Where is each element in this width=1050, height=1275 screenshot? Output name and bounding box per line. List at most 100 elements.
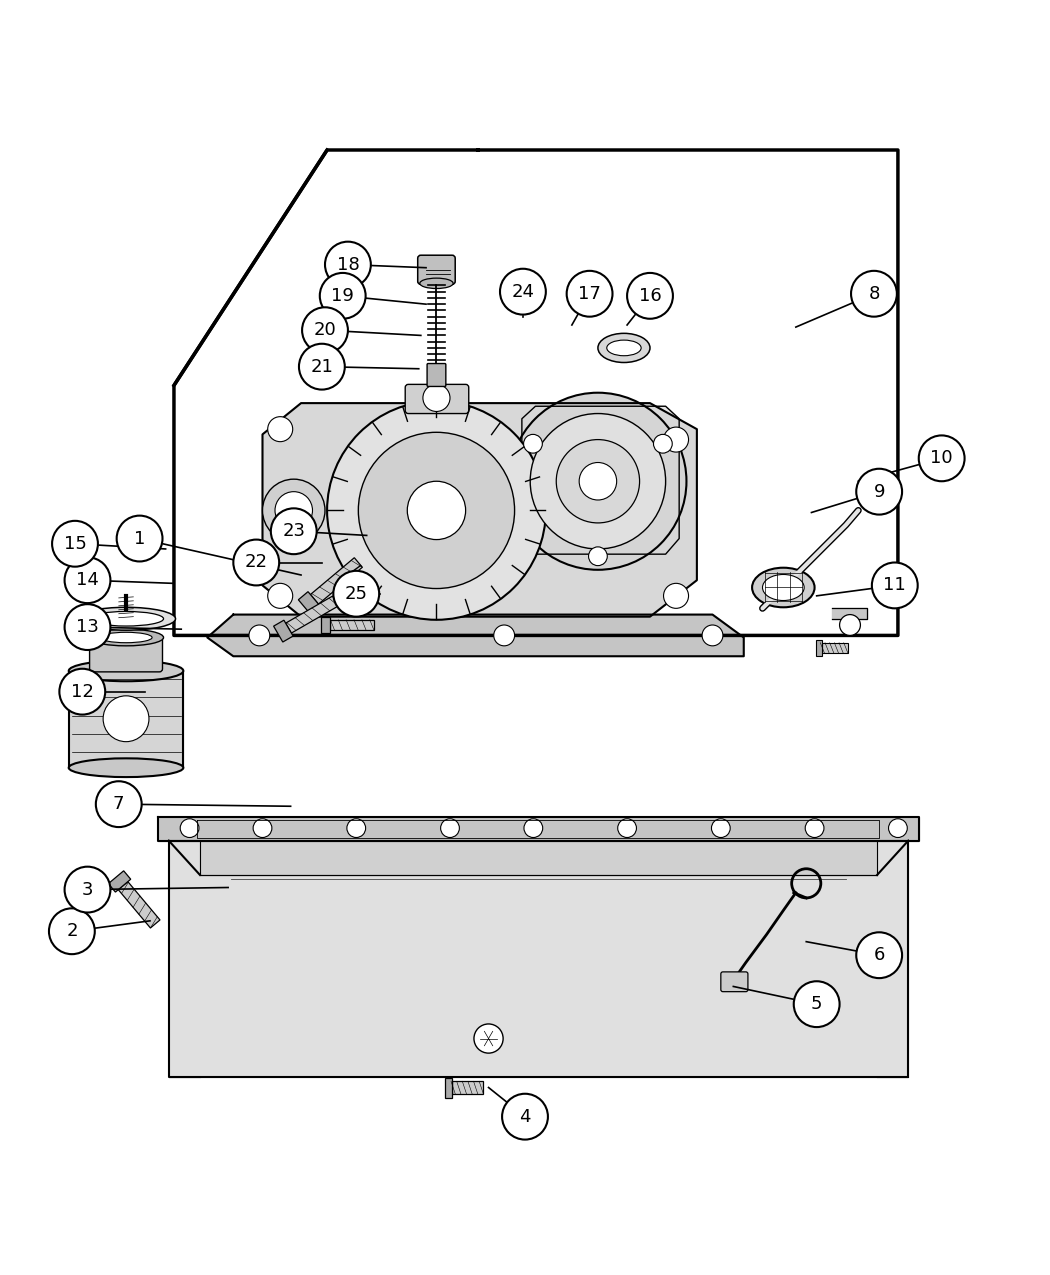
Ellipse shape [68, 660, 184, 681]
Circle shape [888, 819, 907, 838]
Polygon shape [200, 840, 877, 875]
Circle shape [852, 270, 897, 316]
Polygon shape [453, 1081, 483, 1094]
Circle shape [407, 481, 465, 539]
Circle shape [117, 515, 163, 561]
Text: 18: 18 [337, 255, 359, 274]
Circle shape [502, 1094, 548, 1140]
Circle shape [441, 819, 460, 838]
Circle shape [268, 417, 293, 441]
Circle shape [617, 819, 636, 838]
Polygon shape [833, 608, 866, 618]
Text: 3: 3 [82, 881, 93, 899]
Ellipse shape [77, 607, 175, 630]
Circle shape [500, 269, 546, 315]
Circle shape [233, 539, 279, 585]
Circle shape [60, 669, 105, 714]
Circle shape [49, 908, 94, 954]
Text: 16: 16 [638, 287, 662, 305]
Circle shape [103, 696, 149, 742]
Polygon shape [311, 557, 362, 604]
Polygon shape [68, 671, 184, 768]
Circle shape [249, 625, 270, 646]
Circle shape [494, 625, 514, 646]
Circle shape [589, 547, 607, 566]
Circle shape [268, 584, 293, 608]
Ellipse shape [597, 333, 650, 362]
Circle shape [52, 520, 98, 566]
Circle shape [326, 242, 371, 287]
Text: 12: 12 [70, 682, 93, 701]
Circle shape [181, 819, 198, 838]
Polygon shape [207, 615, 743, 657]
Polygon shape [286, 597, 338, 634]
Text: 25: 25 [344, 585, 368, 603]
Ellipse shape [88, 612, 164, 626]
Ellipse shape [88, 629, 164, 646]
Polygon shape [320, 617, 330, 634]
Polygon shape [445, 1077, 453, 1098]
Circle shape [328, 402, 546, 620]
Polygon shape [522, 407, 679, 555]
Polygon shape [108, 871, 131, 892]
Polygon shape [298, 592, 321, 615]
Circle shape [320, 273, 365, 319]
Text: 22: 22 [245, 553, 268, 571]
Circle shape [872, 562, 918, 608]
Text: 1: 1 [134, 529, 145, 547]
Circle shape [794, 982, 840, 1028]
Polygon shape [119, 881, 160, 928]
Circle shape [96, 782, 142, 827]
Circle shape [333, 571, 379, 617]
Text: 13: 13 [76, 618, 99, 636]
Ellipse shape [420, 278, 454, 288]
Circle shape [524, 435, 543, 453]
FancyBboxPatch shape [89, 636, 163, 672]
Circle shape [653, 435, 672, 453]
Circle shape [275, 492, 313, 529]
Text: 20: 20 [314, 321, 336, 339]
Circle shape [262, 479, 326, 542]
Circle shape [65, 867, 110, 913]
Circle shape [664, 584, 689, 608]
Text: 17: 17 [579, 284, 601, 302]
Text: 5: 5 [811, 996, 822, 1014]
Text: 7: 7 [113, 796, 125, 813]
Circle shape [627, 273, 673, 319]
Circle shape [253, 819, 272, 838]
Circle shape [524, 819, 543, 838]
Ellipse shape [607, 340, 642, 356]
Circle shape [299, 344, 344, 390]
Polygon shape [274, 620, 293, 643]
Circle shape [423, 384, 450, 412]
Ellipse shape [752, 567, 815, 607]
Polygon shape [822, 643, 848, 653]
Polygon shape [169, 840, 908, 1077]
Polygon shape [816, 640, 822, 657]
Circle shape [712, 819, 730, 838]
Text: 2: 2 [66, 922, 78, 940]
Text: 4: 4 [520, 1108, 530, 1126]
Circle shape [509, 393, 687, 570]
Text: 24: 24 [511, 283, 534, 301]
Circle shape [530, 413, 666, 550]
Text: 15: 15 [64, 534, 86, 553]
Polygon shape [159, 817, 919, 840]
Polygon shape [262, 403, 697, 617]
Circle shape [919, 436, 965, 481]
Circle shape [358, 432, 514, 589]
Circle shape [856, 932, 902, 978]
Text: 9: 9 [874, 483, 885, 501]
Circle shape [271, 509, 317, 555]
FancyBboxPatch shape [721, 972, 748, 992]
Circle shape [65, 604, 110, 650]
Polygon shape [330, 620, 374, 630]
Circle shape [856, 469, 902, 515]
Text: 11: 11 [883, 576, 906, 594]
FancyBboxPatch shape [418, 255, 456, 284]
Circle shape [567, 270, 612, 316]
Circle shape [702, 625, 722, 646]
Circle shape [302, 307, 348, 353]
Circle shape [580, 463, 616, 500]
Ellipse shape [68, 759, 184, 776]
